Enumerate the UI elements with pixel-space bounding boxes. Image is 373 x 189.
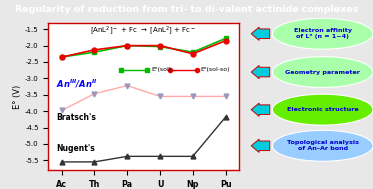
FancyArrow shape [251,27,270,40]
Text: Eᵒ(sol-so): Eᵒ(sol-so) [201,67,230,72]
Text: Topological analysis
of An–Ar bond: Topological analysis of An–Ar bond [287,140,359,151]
Text: Nugent's: Nugent's [56,144,95,153]
Ellipse shape [272,130,373,161]
Text: $\mathregular{An^{III}/An^{II}}$: $\mathregular{An^{III}/An^{II}}$ [56,78,98,90]
Ellipse shape [272,94,373,125]
Text: Bratsch's: Bratsch's [56,113,96,122]
Ellipse shape [272,18,373,49]
Ellipse shape [272,57,373,88]
Text: Electronic structure: Electronic structure [287,107,358,112]
Text: $[\mathregular{AnL^2}]^-$ + Fc $\rightarrow$ $[\mathregular{AnL^2}]$ + Fc$^-$: $[\mathregular{AnL^2}]^-$ + Fc $\rightar… [91,24,197,37]
FancyArrow shape [251,103,270,116]
Text: Electron affinity
of Lⁿ (n = 1~4): Electron affinity of Lⁿ (n = 1~4) [294,28,352,39]
FancyArrow shape [251,139,270,152]
Y-axis label: E° (V): E° (V) [13,84,22,108]
Text: Regularity of reduction from tri- to di-valent actinide complexes: Regularity of reduction from tri- to di-… [15,5,358,14]
Text: Geometry parameter: Geometry parameter [285,70,360,75]
Text: Eᵒ(sol): Eᵒ(sol) [151,67,171,72]
FancyArrow shape [251,65,270,79]
